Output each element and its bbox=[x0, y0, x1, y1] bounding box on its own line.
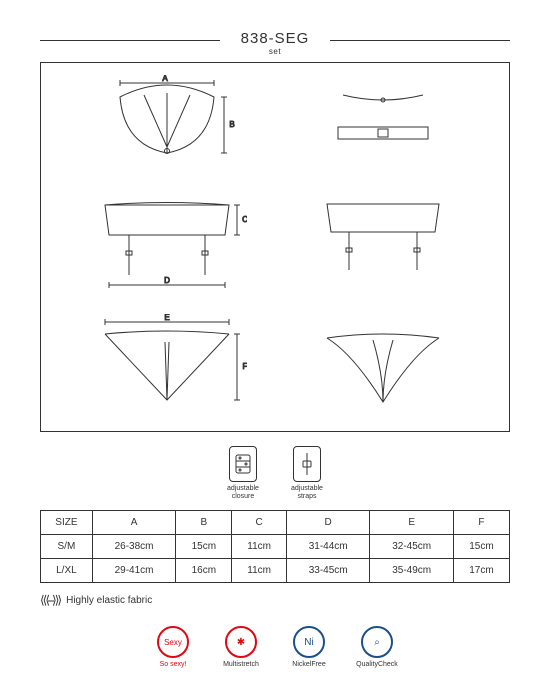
straps-icon bbox=[293, 446, 321, 482]
dim-c-label: C bbox=[242, 215, 247, 224]
th: E bbox=[370, 511, 454, 535]
feature-label: adjustable closure bbox=[220, 485, 266, 500]
title-row: 838-SEG set bbox=[40, 30, 510, 56]
badge-label: QualityCheck bbox=[352, 661, 402, 668]
front-column: A B bbox=[59, 75, 275, 419]
table-row: S/M 26-38cm 15cm 11cm 31-44cm 32-45cm 15… bbox=[41, 535, 510, 559]
product-code: 838-SEG bbox=[40, 30, 510, 47]
title-rule-left bbox=[40, 40, 220, 41]
td: 17cm bbox=[453, 559, 509, 583]
table-header-row: SIZE A B C D E F bbox=[41, 511, 510, 535]
td: 11cm bbox=[232, 535, 287, 559]
closure-icon bbox=[229, 446, 257, 482]
td: 16cm bbox=[176, 559, 232, 583]
feature-adjustable-closure: adjustable closure bbox=[220, 446, 266, 500]
dim-e-label: E bbox=[164, 314, 169, 322]
th: F bbox=[453, 511, 509, 535]
td: 32-45cm bbox=[370, 535, 454, 559]
bra-front-diagram: A B bbox=[59, 75, 275, 180]
dim-a-label: A bbox=[162, 75, 168, 83]
td: 15cm bbox=[176, 535, 232, 559]
badge-nickelfree: Ni NickelFree bbox=[284, 626, 334, 668]
th: SIZE bbox=[41, 511, 93, 535]
th: A bbox=[92, 511, 176, 535]
dim-b-label: B bbox=[229, 120, 234, 129]
td: S/M bbox=[41, 535, 93, 559]
feature-adjustable-straps: adjustable straps bbox=[284, 446, 330, 500]
page: 838-SEG set A bbox=[0, 0, 550, 688]
elastic-note-row: ⟨⟨⟨⎯⟩⟩⟩ Highly elastic fabric bbox=[40, 593, 510, 608]
th: C bbox=[232, 511, 287, 535]
dim-f-label: F bbox=[243, 362, 247, 371]
td: 31-44cm bbox=[286, 535, 370, 559]
diagram-frame: A B bbox=[40, 62, 510, 432]
back-column bbox=[275, 75, 491, 419]
diagram-grid: A B bbox=[59, 75, 491, 419]
nickel-icon: Ni bbox=[293, 626, 325, 658]
badge-label: So sexy! bbox=[148, 661, 198, 668]
td: 11cm bbox=[232, 559, 287, 583]
table-row: L/XL 29-41cm 16cm 11cm 33-45cm 35-49cm 1… bbox=[41, 559, 510, 583]
bra-back-diagram bbox=[275, 87, 491, 162]
stretch-icon: ✱ bbox=[225, 626, 257, 658]
td: 15cm bbox=[453, 535, 509, 559]
thong-front-diagram: E F bbox=[59, 314, 275, 419]
td: 26-38cm bbox=[92, 535, 176, 559]
elastic-note: Highly elastic fabric bbox=[66, 595, 152, 606]
double-arrow-icon: ⟨⟨⟨⎯⟩⟩⟩ bbox=[40, 593, 60, 608]
feature-icons-row: adjustable closure adjustable straps bbox=[40, 446, 510, 500]
th: B bbox=[176, 511, 232, 535]
td: 29-41cm bbox=[92, 559, 176, 583]
td: 33-45cm bbox=[286, 559, 370, 583]
badge-so-sexy: Sexy So sexy! bbox=[148, 626, 198, 668]
sexy-icon: Sexy bbox=[157, 626, 189, 658]
badge-qualitycheck: ⌕ QualityCheck bbox=[352, 626, 402, 668]
badge-label: NickelFree bbox=[284, 661, 334, 668]
thong-back-diagram bbox=[275, 324, 491, 419]
garter-back-diagram bbox=[275, 196, 491, 291]
quality-icon: ⌕ bbox=[361, 626, 393, 658]
td: 35-49cm bbox=[370, 559, 454, 583]
feature-label: adjustable straps bbox=[284, 485, 330, 500]
td: L/XL bbox=[41, 559, 93, 583]
badges-row: Sexy So sexy! ✱ Multistretch Ni NickelFr… bbox=[40, 626, 510, 668]
dim-d-label: D bbox=[164, 276, 170, 285]
title-rule-right bbox=[330, 40, 510, 41]
th: D bbox=[286, 511, 370, 535]
garter-front-diagram: C D bbox=[59, 197, 275, 297]
badge-label: Multistretch bbox=[216, 661, 266, 668]
product-subtitle: set bbox=[40, 47, 510, 56]
badge-multistretch: ✱ Multistretch bbox=[216, 626, 266, 668]
size-table: SIZE A B C D E F S/M 26-38cm 15cm 11cm 3… bbox=[40, 510, 510, 583]
